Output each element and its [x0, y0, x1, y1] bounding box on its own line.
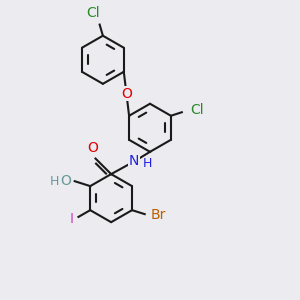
Text: Cl: Cl: [190, 103, 204, 118]
Text: I: I: [70, 212, 74, 226]
Text: O: O: [88, 141, 99, 155]
Text: N: N: [129, 154, 139, 169]
Text: H: H: [142, 157, 152, 170]
Text: O: O: [121, 87, 132, 101]
Text: H: H: [50, 175, 59, 188]
Text: Br: Br: [151, 208, 166, 222]
Text: Cl: Cl: [86, 6, 100, 20]
Text: O: O: [60, 174, 71, 188]
